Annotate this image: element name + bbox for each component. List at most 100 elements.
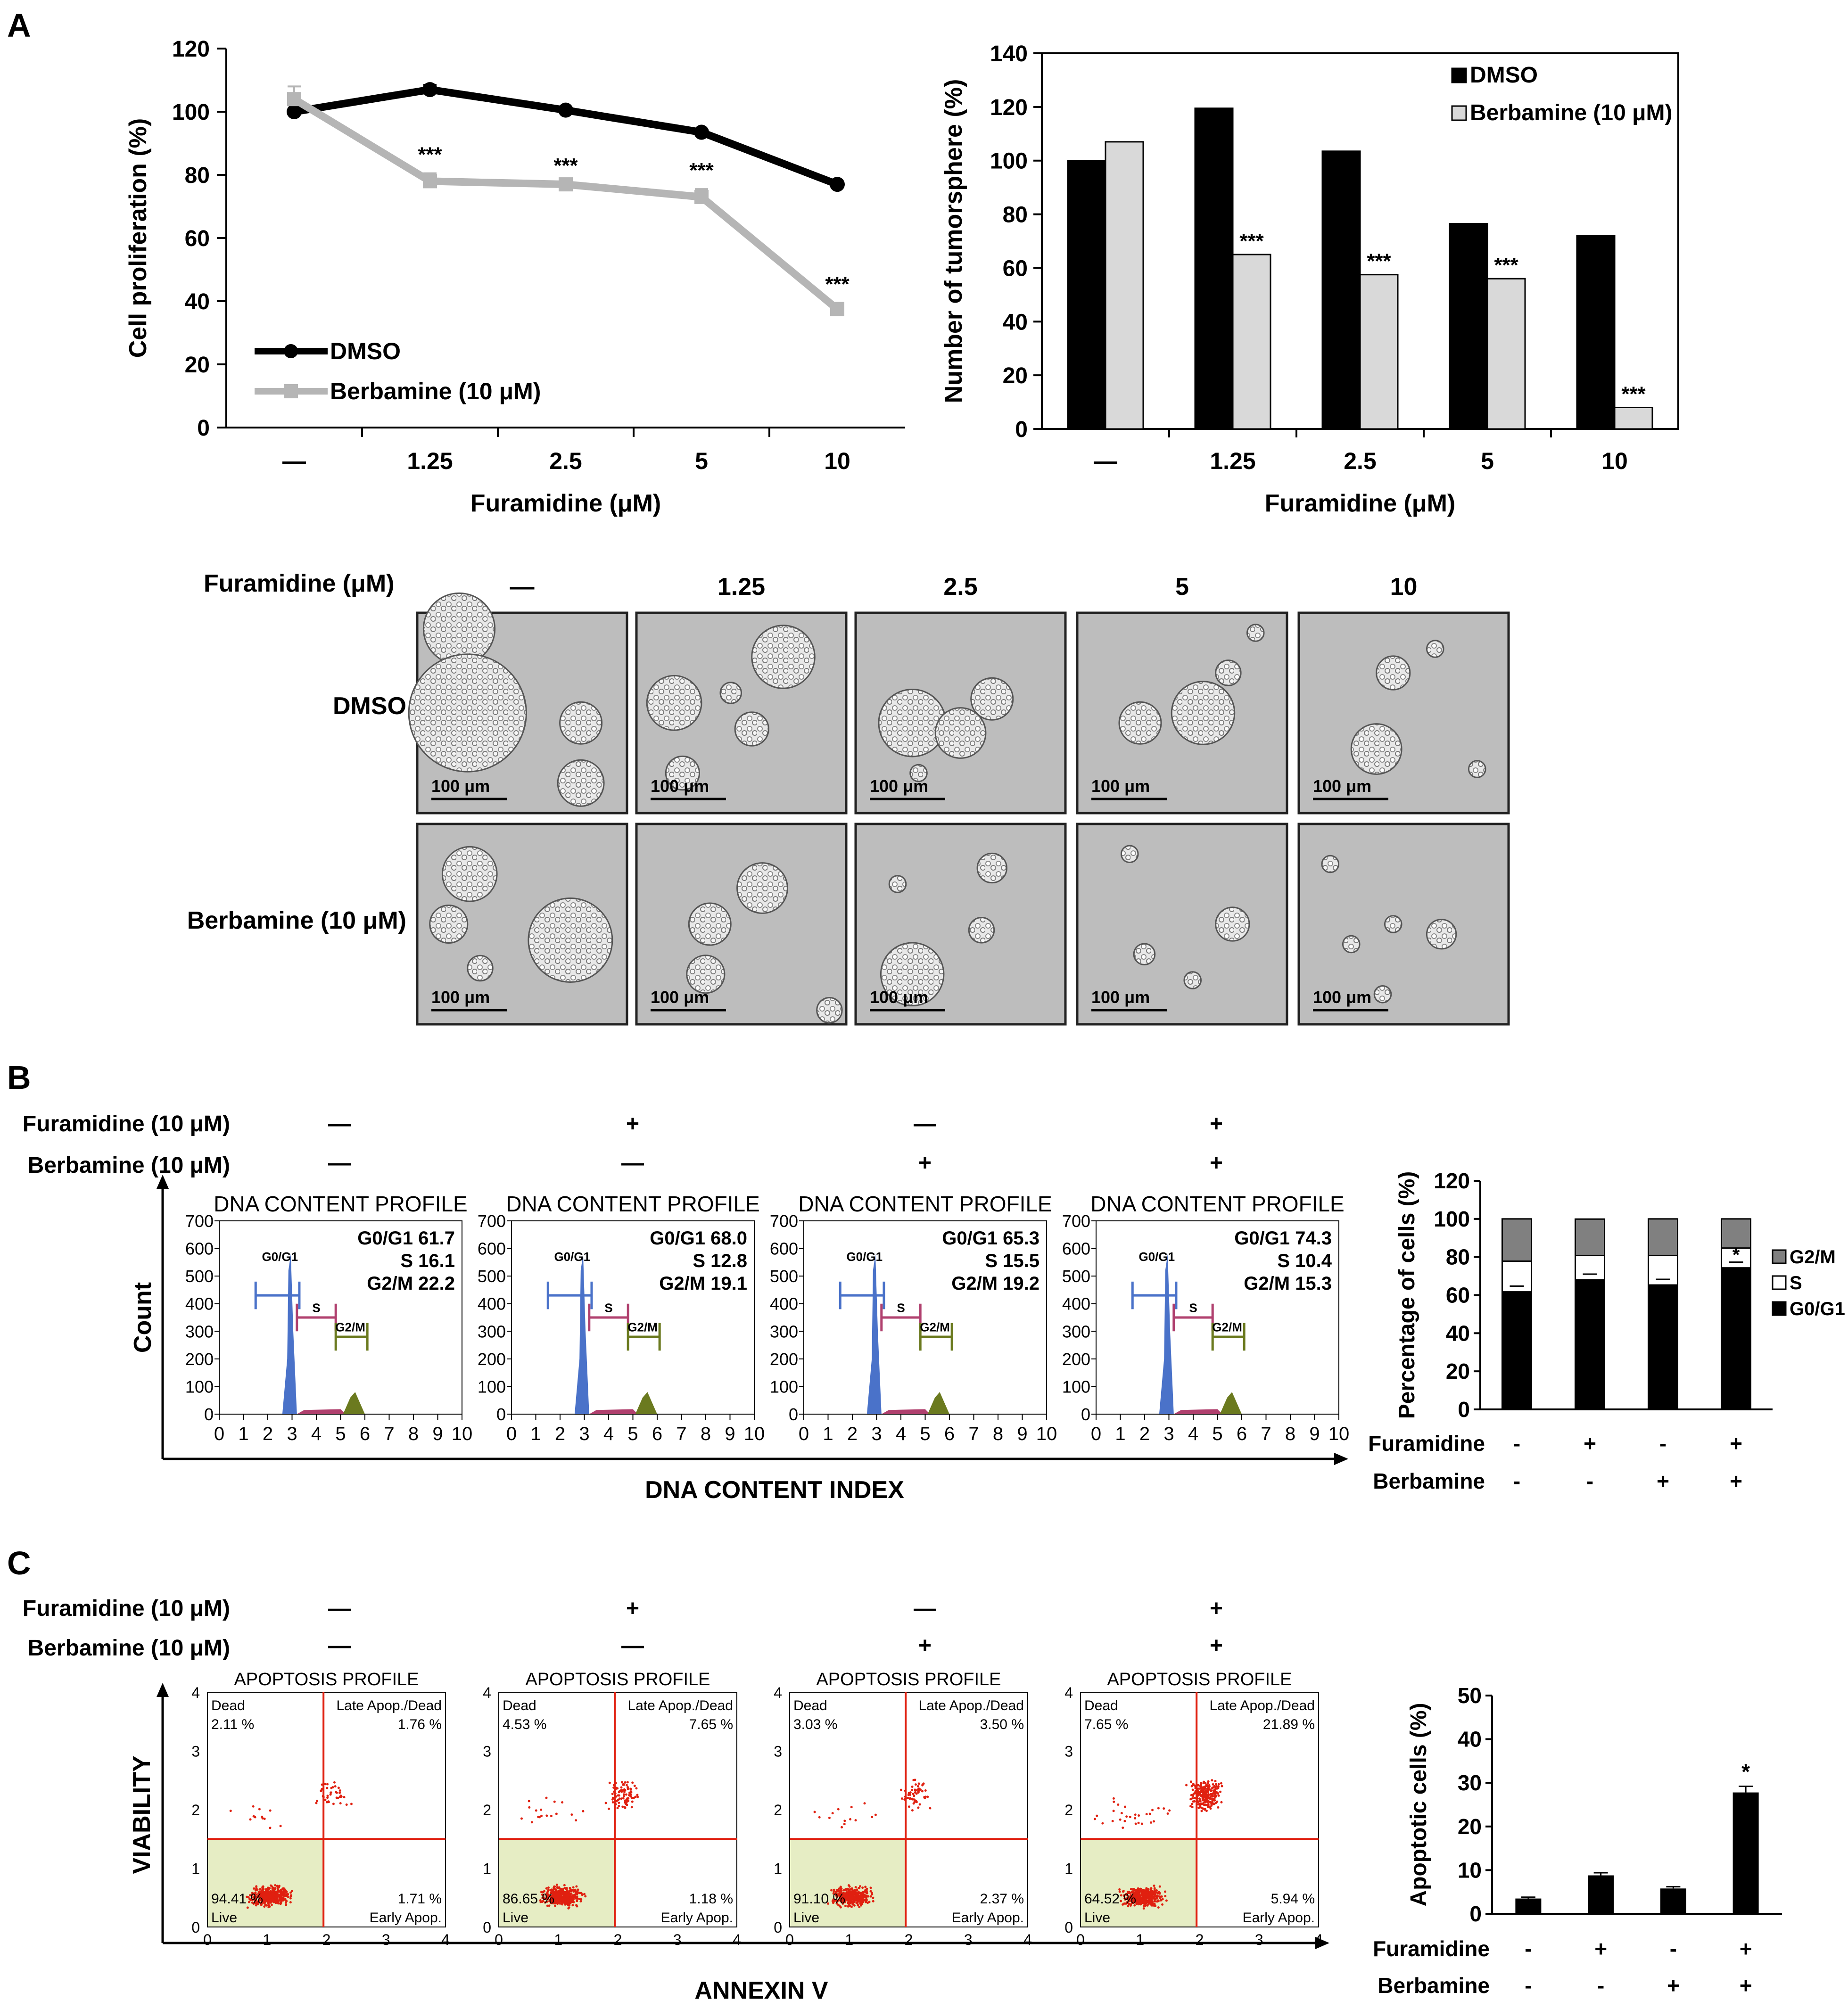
live-percent: 64.52 % [1084, 1891, 1136, 1907]
event-dot [631, 1800, 634, 1803]
event-dot [571, 1900, 574, 1902]
y-tick-label: 20 [1446, 1359, 1470, 1383]
event-dot [264, 1903, 267, 1906]
tumorsphere [1373, 985, 1392, 1004]
event-dot [843, 1823, 846, 1826]
y-tick-label: 100 [478, 1377, 506, 1396]
event-dot [540, 1808, 543, 1811]
event-dot [1220, 1801, 1223, 1803]
y-tick-label: 120 [172, 37, 210, 62]
y-tick-label: 60 [1003, 256, 1028, 281]
event-dot [575, 1897, 578, 1900]
legend-label: Berbamine (10 μM) [330, 378, 541, 404]
apoptotic-bar [1515, 1898, 1542, 1914]
event-dot [320, 1789, 322, 1792]
event-dot [850, 1888, 853, 1891]
event-dot [1093, 1818, 1096, 1820]
event-dot [1160, 1895, 1163, 1898]
event-dot [261, 1817, 264, 1820]
event-dot [1127, 1905, 1130, 1908]
event-dot [339, 1802, 342, 1805]
y-tick-label: 100 [990, 149, 1028, 174]
y-tick-label: 700 [770, 1211, 798, 1231]
y-tick-label: 40 [1458, 1727, 1482, 1752]
event-dot [917, 1806, 920, 1809]
tumorsphere [1426, 919, 1457, 950]
cell-cycle-stacked-chart: 0 20 40 60 80 100 120 Percentage of cells (%) * F… [1368, 1169, 1845, 1493]
event-dot [578, 1897, 581, 1900]
furamidine-symbol: — [914, 1596, 936, 1621]
y-tick-label: 3 [191, 1743, 200, 1760]
event-dot [1145, 1900, 1147, 1903]
event-dot [1153, 1887, 1156, 1890]
event-dot [926, 1795, 929, 1798]
event-dot [854, 1898, 857, 1901]
event-dot [553, 1885, 556, 1888]
panel-label-c: C [7, 1545, 31, 1581]
event-dot [629, 1791, 632, 1794]
event-dot [1200, 1782, 1203, 1785]
data-point [830, 177, 845, 192]
event-dot [324, 1798, 327, 1801]
event-dot [1164, 1890, 1167, 1893]
tumorsphere [441, 846, 498, 902]
event-dot [1130, 1888, 1132, 1891]
event-dot [832, 1892, 835, 1895]
event-dot [833, 1900, 836, 1903]
event-dot [848, 1890, 850, 1893]
tumorsphere [557, 759, 605, 807]
y-tick-label: 500 [478, 1267, 506, 1286]
event-dot [553, 1895, 556, 1898]
event-dot [269, 1899, 272, 1902]
x-tick-label: 2 [614, 1931, 622, 1948]
event-dot [255, 1904, 257, 1907]
event-dot [285, 1903, 288, 1906]
event-dot [545, 1900, 548, 1903]
y-tick-label: 60 [1446, 1283, 1470, 1308]
scale-bar-label: 100 μm [431, 776, 490, 796]
quadrant-label-late: Late Apop./Dead [1209, 1698, 1315, 1713]
berbamine-symbol: — [328, 1633, 351, 1658]
event-dot [330, 1791, 332, 1794]
event-dot [553, 1800, 556, 1803]
event-dot [557, 1895, 560, 1898]
y-tick-label: 0 [1064, 1919, 1073, 1936]
live-quadrant-shade [207, 1839, 324, 1927]
event-dot [1112, 1797, 1115, 1800]
gate-label: G2/M [627, 1320, 658, 1334]
event-dot [270, 1896, 272, 1899]
quadrant-label-late: Late Apop./Dead [627, 1698, 733, 1713]
tumorsphere [1342, 935, 1361, 954]
event-dot [900, 1797, 903, 1800]
x-tick-label: 0 [1076, 1931, 1085, 1948]
significance-marker: *** [418, 143, 442, 166]
event-dot [627, 1787, 629, 1790]
x-tick-label: 8 [408, 1424, 419, 1444]
y-axis-title: Percentage of cells (%) [1394, 1171, 1419, 1419]
y-tick-label: 500 [1062, 1267, 1090, 1286]
event-dot [258, 1891, 261, 1894]
event-dot [622, 1797, 625, 1800]
event-dot [842, 1889, 845, 1892]
quadrant-label-live: Live [211, 1910, 237, 1926]
tumorsphere [1171, 681, 1236, 745]
event-dot [1203, 1780, 1205, 1783]
x-tick-label: 0 [203, 1931, 212, 1948]
profile-title: DNA CONTENT PROFILE [1090, 1192, 1344, 1216]
significance-marker: *** [1367, 250, 1391, 273]
event-dot [1155, 1889, 1158, 1892]
x-tick-label: 4 [311, 1424, 322, 1444]
event-dot [1153, 1902, 1156, 1905]
event-dot [1124, 1902, 1127, 1905]
live-quadrant-shade [1081, 1839, 1197, 1927]
event-dot [850, 1905, 853, 1908]
event-dot [1216, 1800, 1219, 1803]
x-tick-label: 10 [1036, 1424, 1057, 1444]
event-dot [618, 1804, 620, 1807]
data-point [287, 92, 301, 107]
event-dot [623, 1793, 626, 1796]
event-dot [869, 1895, 872, 1898]
event-dot [544, 1897, 547, 1900]
event-dot [583, 1893, 586, 1895]
event-dot [284, 1902, 287, 1904]
